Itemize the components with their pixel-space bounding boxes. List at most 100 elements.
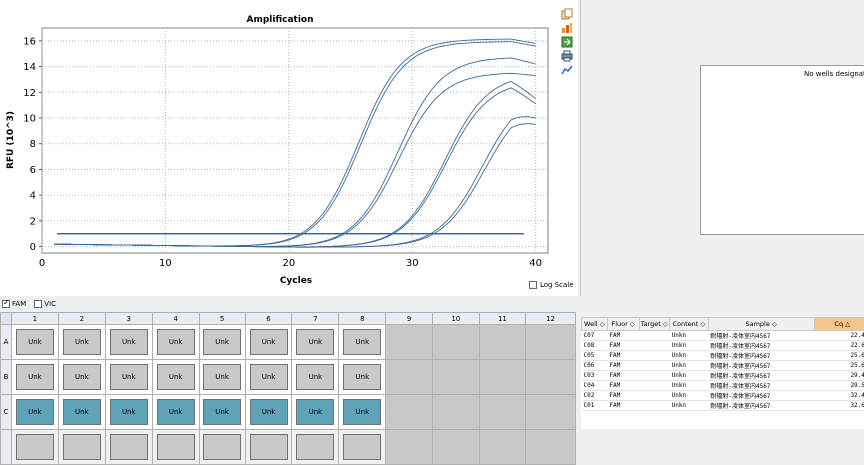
plate-empty-well[interactable] bbox=[526, 430, 576, 465]
fam-checkbox[interactable] bbox=[2, 300, 10, 308]
vic-checkbox[interactable] bbox=[34, 300, 42, 308]
plate-col-header[interactable]: 3 bbox=[105, 313, 152, 325]
plate-well[interactable]: Unk bbox=[110, 399, 148, 425]
plate-well[interactable]: Unk bbox=[343, 329, 381, 355]
plate-well[interactable] bbox=[63, 434, 101, 460]
log-scale-toggle[interactable]: Log Scale bbox=[529, 281, 574, 289]
plate-row-header[interactable]: B bbox=[1, 360, 12, 395]
plate-well[interactable]: Unk bbox=[16, 399, 54, 425]
col-header-cq[interactable]: Cq △ bbox=[814, 318, 864, 331]
plate-empty-well[interactable] bbox=[432, 325, 479, 360]
col-header-sample[interactable]: Sample ◇ bbox=[708, 318, 814, 331]
plate-corner[interactable] bbox=[1, 313, 12, 325]
copy-icon[interactable] bbox=[561, 8, 573, 20]
col-header-target[interactable]: Target ◇ bbox=[639, 318, 670, 331]
plate-col-header[interactable]: 10 bbox=[432, 313, 479, 325]
plate-empty-well[interactable] bbox=[479, 430, 526, 465]
plate-empty-well[interactable] bbox=[386, 325, 433, 360]
plate-well[interactable] bbox=[296, 434, 334, 460]
plate-well[interactable]: Unk bbox=[63, 399, 101, 425]
plate-well[interactable]: Unk bbox=[110, 364, 148, 390]
plate-well[interactable]: Unk bbox=[296, 329, 334, 355]
export-icon[interactable] bbox=[561, 36, 573, 48]
plate-row-header[interactable]: A bbox=[1, 325, 12, 360]
plate-well[interactable]: Unk bbox=[343, 399, 381, 425]
plate-empty-well[interactable] bbox=[479, 395, 526, 430]
plate-well[interactable] bbox=[343, 434, 381, 460]
plate-well[interactable]: Unk bbox=[157, 364, 195, 390]
plate-empty-well[interactable] bbox=[479, 360, 526, 395]
plate-empty-well[interactable] bbox=[432, 430, 479, 465]
log-scale-checkbox[interactable] bbox=[529, 281, 537, 289]
plate-well[interactable]: Unk bbox=[63, 329, 101, 355]
plate-empty-well[interactable] bbox=[432, 360, 479, 395]
graph-settings-icon[interactable] bbox=[561, 64, 573, 76]
plate-well[interactable] bbox=[203, 434, 241, 460]
results-cell-well: C08 bbox=[582, 341, 608, 351]
plate-well[interactable]: Unk bbox=[157, 399, 195, 425]
plate-well[interactable]: Unk bbox=[250, 364, 288, 390]
plate-col-header[interactable]: 12 bbox=[526, 313, 576, 325]
results-cell-well: C06 bbox=[582, 361, 608, 371]
plate-well[interactable]: Unk bbox=[16, 329, 54, 355]
plate-well[interactable]: Unk bbox=[250, 329, 288, 355]
plate-col-header[interactable]: 2 bbox=[58, 313, 105, 325]
col-header-well[interactable]: Well ◇ bbox=[582, 318, 608, 331]
col-header-fluor[interactable]: Fluor ◇ bbox=[607, 318, 639, 331]
plate-empty-well[interactable] bbox=[526, 360, 576, 395]
plate-col-header[interactable]: 7 bbox=[292, 313, 339, 325]
plate-well[interactable] bbox=[157, 434, 195, 460]
plate-well[interactable]: Unk bbox=[296, 399, 334, 425]
plate-col-header[interactable]: 8 bbox=[339, 313, 386, 325]
bar-chart-icon[interactable] bbox=[561, 22, 573, 34]
vic-label: VIC bbox=[44, 300, 56, 308]
plate-well[interactable] bbox=[16, 434, 54, 460]
y-tick-label: 4 bbox=[30, 191, 36, 202]
plate-empty-well[interactable] bbox=[386, 360, 433, 395]
plate-well[interactable]: Unk bbox=[343, 364, 381, 390]
col-header-content[interactable]: Content ◇ bbox=[670, 318, 709, 331]
plate-well[interactable]: Unk bbox=[203, 399, 241, 425]
plate-empty-well[interactable] bbox=[386, 430, 433, 465]
plate-col-header[interactable]: 9 bbox=[386, 313, 433, 325]
results-cell-fluor: FAM bbox=[607, 351, 639, 361]
y-tick-label: 10 bbox=[23, 114, 36, 125]
plate-col-header[interactable]: 4 bbox=[152, 313, 199, 325]
plate-well-cell: Unk bbox=[11, 360, 58, 395]
plate-well[interactable]: Unk bbox=[250, 399, 288, 425]
plate-well[interactable]: Unk bbox=[110, 329, 148, 355]
plate-row-header[interactable]: C bbox=[1, 395, 12, 430]
plate-col-header[interactable]: 5 bbox=[199, 313, 245, 325]
plate-well-cell: Unk bbox=[339, 360, 386, 395]
plate-well[interactable]: Unk bbox=[16, 364, 54, 390]
plate-row bbox=[1, 430, 576, 465]
plate-col-header[interactable]: 6 bbox=[245, 313, 292, 325]
plate-col-header[interactable]: 11 bbox=[479, 313, 526, 325]
plate-well[interactable]: Unk bbox=[203, 329, 241, 355]
plate-well[interactable]: Unk bbox=[63, 364, 101, 390]
results-cell-sample: 耐辐射-凌体室内4567 bbox=[708, 341, 814, 351]
plate-well[interactable] bbox=[110, 434, 148, 460]
plate-well[interactable]: Unk bbox=[296, 364, 334, 390]
plate-empty-well[interactable] bbox=[526, 395, 576, 430]
plate-empty-well[interactable] bbox=[526, 325, 576, 360]
plate-empty-well[interactable] bbox=[432, 395, 479, 430]
print-icon[interactable] bbox=[561, 50, 573, 62]
plate-empty-well[interactable] bbox=[386, 395, 433, 430]
plate-well[interactable]: Unk bbox=[203, 364, 241, 390]
plate-well[interactable] bbox=[250, 434, 288, 460]
fluor-fam[interactable]: FAM bbox=[2, 300, 26, 308]
plate-col-header[interactable]: 1 bbox=[11, 313, 58, 325]
plate-row-header[interactable] bbox=[1, 430, 12, 465]
fluor-vic[interactable]: VIC bbox=[34, 300, 56, 308]
plate-well[interactable]: Unk bbox=[157, 329, 195, 355]
plate-empty-well[interactable] bbox=[479, 325, 526, 360]
